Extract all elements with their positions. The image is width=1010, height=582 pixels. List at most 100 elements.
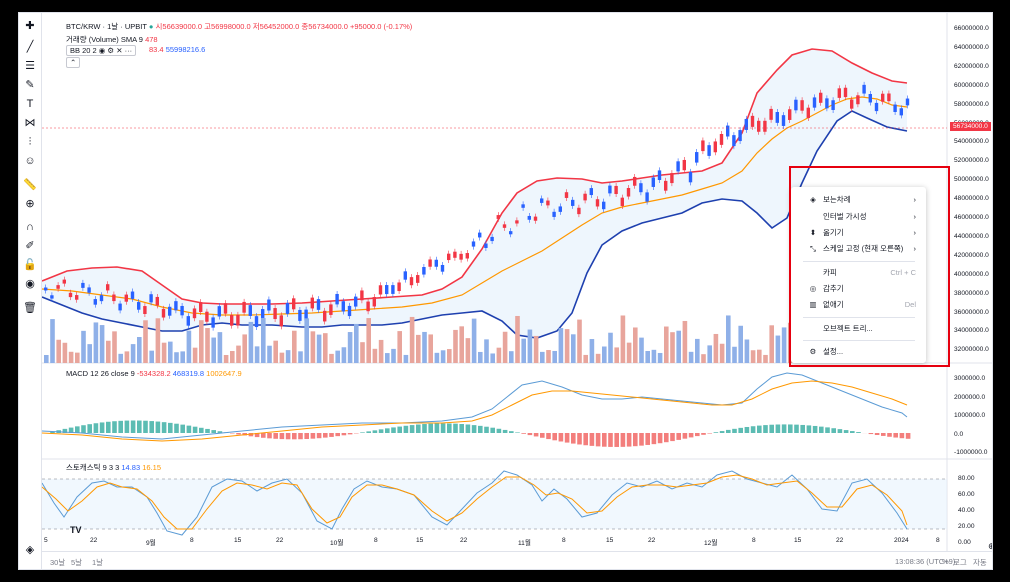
volume-bar — [254, 346, 260, 363]
trash-icon[interactable]: 🗑 — [23, 302, 37, 314]
ruler-icon[interactable]: 📏 — [23, 179, 37, 191]
auto-toggle[interactable]: 자동 — [973, 558, 987, 567]
symbol-legend[interactable]: BTC/KRW · 1날 · UPBIT ● 시56639000.0 고5699… — [66, 21, 412, 32]
macd-hist-bar — [750, 426, 756, 433]
trash-icon: ▥ — [809, 300, 817, 309]
volume-bar — [230, 350, 235, 363]
ohlc-values: 시56639000.0 고56998000.0 저56452000.0 종567… — [155, 22, 413, 31]
crosshair-icon[interactable]: ✚ — [25, 20, 35, 32]
chevron-right-icon: › — [913, 244, 917, 253]
range-1d[interactable]: 1날 — [92, 558, 104, 567]
macd-axis-label: 3000000.0 — [954, 375, 986, 382]
volume-bar — [112, 331, 117, 363]
menu-item-object-tree[interactable]: 오브젝트 트리... — [823, 324, 873, 333]
menu-item-hide[interactable]: ◎ 감추기 — [791, 282, 926, 296]
macd-hist-bar — [465, 424, 471, 433]
macd-hist-bar — [781, 424, 787, 433]
volume-bar — [571, 334, 576, 363]
tradingview-logo[interactable]: TV — [70, 525, 82, 535]
macd-hist-bar — [620, 433, 626, 447]
volume-bar — [422, 331, 427, 363]
macd-hist-bar — [874, 433, 880, 436]
eye-icon[interactable]: ◉ — [25, 278, 35, 290]
macd-hist-bar — [75, 426, 80, 433]
macd-hist-bar — [279, 433, 285, 440]
menu-item-settings[interactable]: ⚙ 설정... — [791, 345, 926, 359]
stoch-axis-label: 0.00 — [958, 539, 971, 546]
horizontal-lines-icon[interactable]: ☰ — [25, 60, 35, 72]
volume-bar — [180, 351, 185, 363]
macd-hist-bar — [428, 423, 433, 433]
macd-hist-bar — [298, 433, 303, 440]
time-axis-label: 12월 — [704, 540, 718, 547]
time-axis-label: 5 — [44, 537, 48, 544]
log-toggle[interactable]: 로그 — [953, 558, 967, 567]
settings-gear-icon[interactable]: ⊕ — [988, 541, 992, 552]
time-axis-label: 15 — [794, 537, 802, 544]
volume-bar — [211, 337, 216, 363]
volume-bar — [75, 352, 80, 363]
text-icon[interactable]: T — [26, 98, 34, 110]
layers-icon[interactable]: ◈ — [25, 544, 35, 556]
range-30d[interactable]: 30날 — [50, 558, 66, 567]
volume-bar — [316, 334, 322, 363]
lock-icon[interactable]: 🔓 — [23, 259, 37, 271]
volume-bar — [242, 334, 247, 363]
close-icon[interactable]: ✕ — [116, 46, 123, 55]
eye-icon[interactable]: ◉ — [98, 46, 106, 55]
clock[interactable]: 13:08:36 (UTC+9) — [895, 557, 956, 566]
volume-legend[interactable]: 거래량 (Volume) SMA 9 478 — [66, 34, 158, 45]
menu-item-remove[interactable]: ▥ 없애기 Del — [791, 298, 926, 312]
volume-bar — [515, 315, 520, 363]
percent-toggle[interactable]: % — [942, 557, 949, 566]
macd-hist-bar — [248, 433, 254, 437]
bb-value-upper: 83.4 — [149, 45, 164, 54]
menu-item-copy[interactable]: 카피 Ctrl + C — [791, 266, 926, 280]
macd-hist-bar — [564, 433, 570, 443]
pen-icon[interactable]: ✎ — [25, 79, 35, 91]
symbol-title[interactable]: BTC/KRW · 1날 · UPBIT — [66, 22, 147, 31]
collapse-legend-button[interactable]: ⌃ — [66, 57, 81, 68]
settings-icon[interactable]: ⚙ — [107, 46, 115, 55]
stoch-axis-label: 80.00 — [958, 475, 975, 482]
more-icon[interactable]: ··· — [124, 46, 133, 55]
volume-bar — [267, 345, 272, 363]
trend-line-icon[interactable]: ╱ — [26, 41, 34, 53]
macd-hist-bar — [416, 424, 421, 433]
macd-hist-bar — [341, 433, 347, 436]
bb-values: 83.4 55998216.6 — [149, 45, 205, 54]
volume-bar — [738, 325, 743, 363]
macd-hist-bar — [360, 432, 365, 433]
stoch-d-value: 16.15 — [142, 463, 162, 472]
copy-shortcut: Ctrl + C — [890, 268, 916, 277]
volume-bar — [521, 338, 526, 363]
emoji-icon[interactable]: ☺ — [24, 155, 36, 167]
zoom-in-icon[interactable]: ⊕ — [25, 198, 35, 210]
volume-bar — [540, 351, 545, 363]
bb-legend[interactable]: BB 20 2 ◉ ⚙ ✕ ··· — [66, 45, 137, 56]
magnet-icon[interactable]: ∩ — [26, 221, 34, 233]
pattern-icon[interactable]: ⋈ — [24, 117, 36, 129]
volume-bar — [403, 354, 409, 363]
price-axis-label: 36000000.0 — [954, 308, 989, 316]
menu-item-order[interactable]: ◈ 보는차례 › — [791, 193, 926, 207]
macd-axis-label: 0.0 — [954, 430, 964, 438]
volume-bar — [645, 351, 650, 363]
measure-lines-icon[interactable]: ⫶ — [28, 136, 32, 148]
bottom-bar: 30날 5날 1날 13:08:36 (UTC+9) % 로그 자동 — [42, 551, 992, 569]
chart-canvas[interactable] — [42, 13, 993, 551]
menu-item-move[interactable]: ⬍ 옮기기 › — [791, 226, 926, 240]
menu-item-pin-scale[interactable]: ⤡ 스케일 고정 (현재 오른쪽) › — [791, 242, 926, 256]
stoch-legend[interactable]: 스토캐스틱 9 3 3 14.83 16.15 — [66, 462, 161, 473]
volume-bar — [633, 327, 638, 363]
macd-legend[interactable]: MACD 12 26 close 9 -534328.2 468319.8 10… — [66, 369, 242, 378]
price-axis-label: 40000000.0 — [954, 270, 989, 278]
range-5d[interactable]: 5날 — [71, 558, 83, 567]
macd-hist-bar — [881, 433, 886, 436]
lock-drawing-icon[interactable]: ✐ — [25, 240, 35, 252]
volume-bar — [707, 345, 712, 363]
chart-area[interactable]: BTC/KRW · 1날 · UPBIT ● 시56639000.0 고5699… — [42, 13, 993, 569]
macd-hist-bar — [447, 423, 452, 433]
menu-item-visibility[interactable]: 인터벌 가시성 › — [791, 210, 926, 224]
macd-hist-bar — [502, 429, 508, 433]
